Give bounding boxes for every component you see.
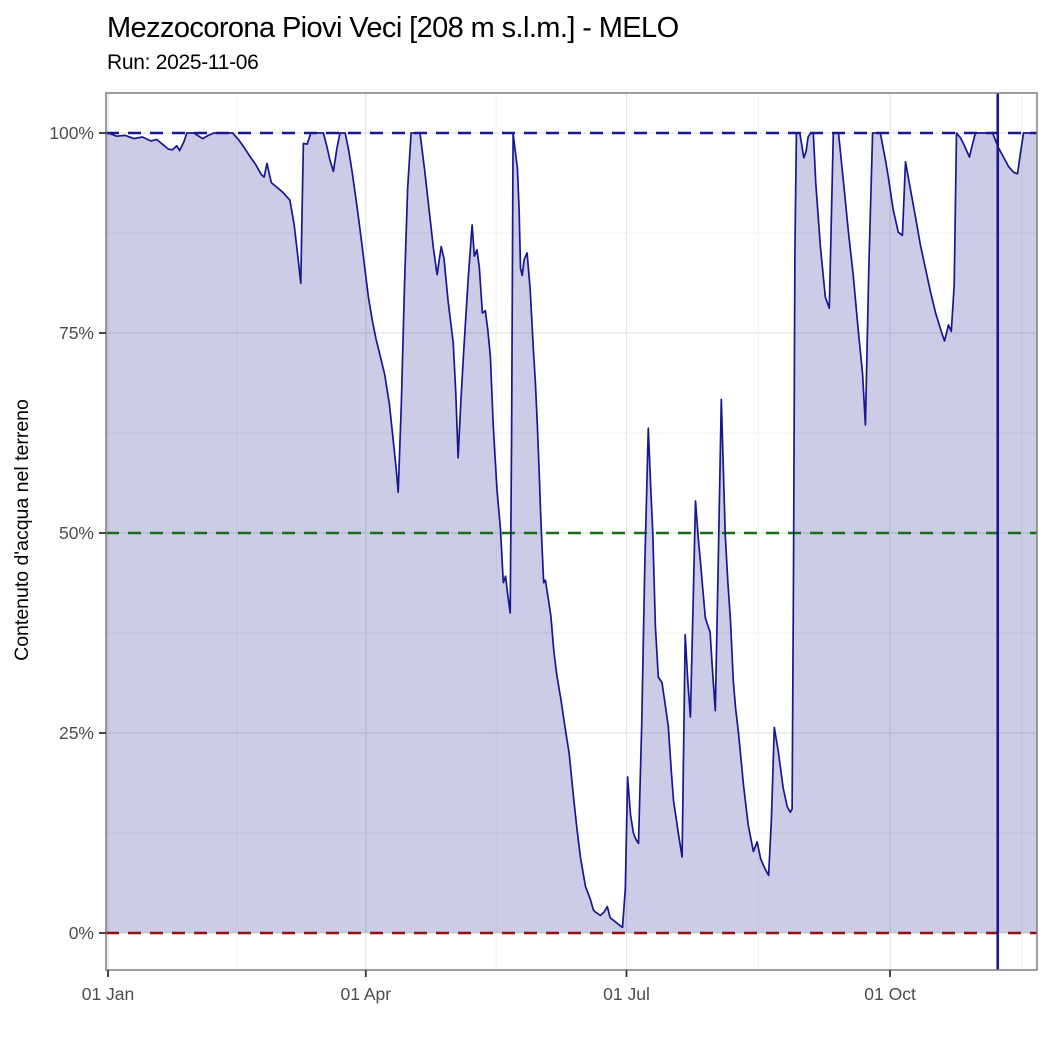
y-tick-label: 25%	[59, 723, 94, 743]
y-tick-label: 0%	[69, 923, 94, 943]
axes: 0% 25% 50% 75% 100% 01 Jan 01 Apr 01 Jul 01 Oct	[49, 123, 916, 1004]
chart-title: Mezzocorona Piovi Veci [208 m s.l.m.] - …	[107, 12, 679, 44]
soil-water-area	[105, 133, 1038, 933]
x-tick-label: 01 Jul	[603, 984, 650, 1004]
y-tick-label: 100%	[49, 123, 94, 143]
soil-water-line	[105, 132, 1038, 929]
y-axis-title: Contenuto d'acqua nel terreno	[11, 399, 33, 661]
x-tick-label: 01 Apr	[341, 984, 392, 1004]
plot-panel	[105, 92, 1038, 971]
y-tick-label: 50%	[59, 523, 94, 543]
panel-border	[105, 92, 1038, 971]
panel-background	[106, 93, 1037, 970]
chart-subtitle: Run: 2025-11-06	[107, 51, 259, 74]
x-tick-label: 01 Jan	[82, 984, 135, 1004]
y-tick-label: 75%	[59, 323, 94, 343]
x-tick-label: 01 Oct	[864, 984, 916, 1004]
